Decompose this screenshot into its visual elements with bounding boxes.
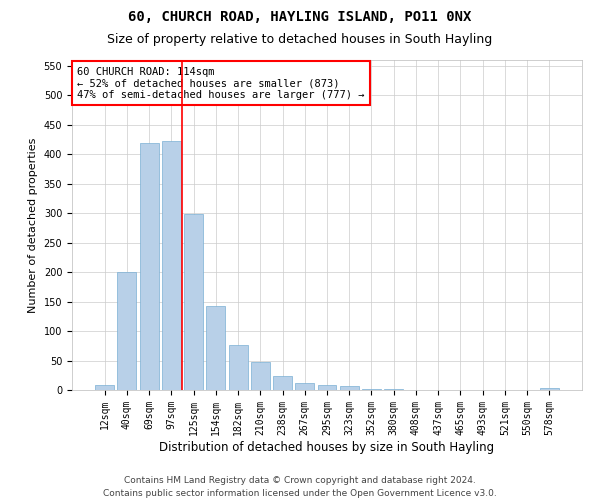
Bar (251, 362, 270, 390)
Bar (317, 386, 337, 390)
Text: 60, CHURCH ROAD, HAYLING ISLAND, PO11 0NX: 60, CHURCH ROAD, HAYLING ISLAND, PO11 0N… (128, 10, 472, 24)
Bar (162, 142, 181, 390)
Text: 60 CHURCH ROAD: 114sqm
← 52% of detached houses are smaller (873)
47% of semi-de: 60 CHURCH ROAD: 114sqm ← 52% of detached… (77, 66, 365, 100)
Bar (540, 388, 559, 390)
Bar (95, 386, 114, 390)
Text: Size of property relative to detached houses in South Hayling: Size of property relative to detached ho… (107, 32, 493, 46)
X-axis label: Distribution of detached houses by size in South Hayling: Distribution of detached houses by size … (160, 440, 494, 454)
Bar (118, 272, 136, 390)
Bar (184, 214, 203, 390)
Bar (340, 386, 359, 390)
Bar (295, 383, 314, 390)
Y-axis label: Number of detached properties: Number of detached properties (28, 138, 38, 312)
Text: Contains HM Land Registry data © Crown copyright and database right 2024.
Contai: Contains HM Land Registry data © Crown c… (103, 476, 497, 498)
Bar (229, 344, 248, 390)
Bar (206, 306, 225, 390)
Bar (273, 376, 292, 390)
Bar (140, 142, 158, 390)
Bar (362, 389, 381, 390)
